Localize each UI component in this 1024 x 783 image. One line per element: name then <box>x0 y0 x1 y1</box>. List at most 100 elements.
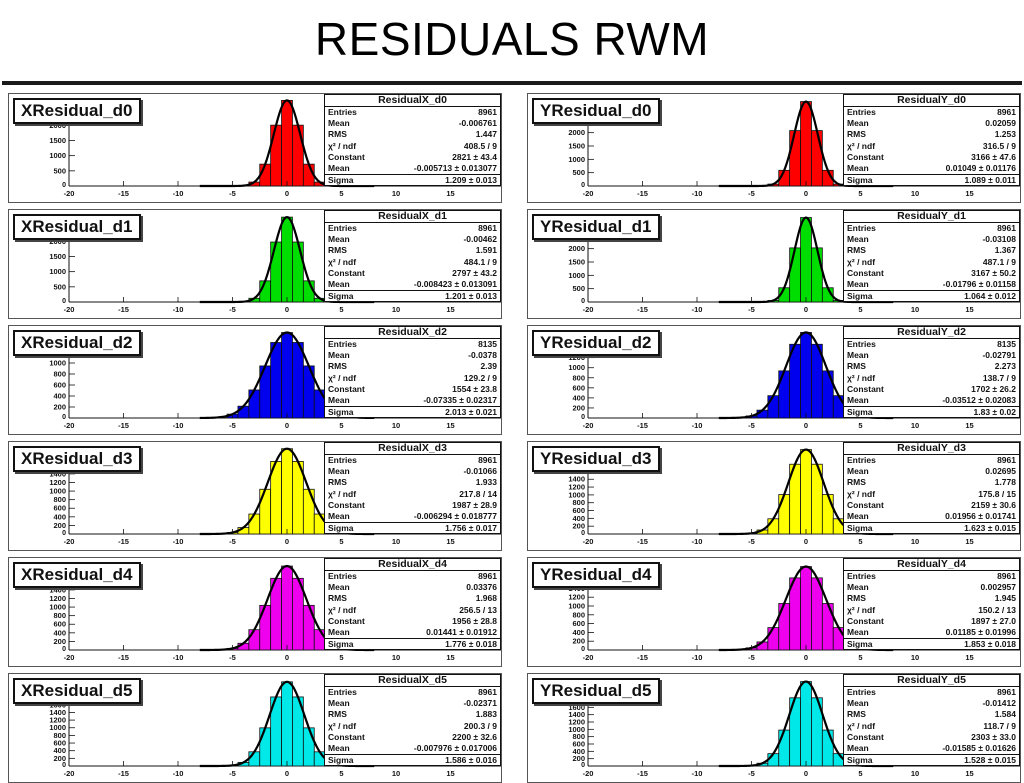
stats-label: RMS <box>328 593 347 604</box>
stats-label: Entries <box>847 339 876 350</box>
histogram-name: YResidual_d0 <box>532 98 660 124</box>
stats-row: Mean-0.00462 <box>325 234 500 245</box>
stats-label: RMS <box>328 129 347 140</box>
y-tick-label: 1200 <box>49 594 66 603</box>
y-tick-label: 200 <box>53 521 66 530</box>
y-tick-label: 1000 <box>49 151 66 160</box>
stats-label: Sigma <box>328 639 354 650</box>
histogram-name: YResidual_d2 <box>532 330 660 356</box>
stats-value: 3167 ± 50.2 <box>971 268 1016 279</box>
x-tick-label: 0 <box>804 653 808 662</box>
stats-label: Mean <box>328 395 350 406</box>
stats-value: 2.013 ± 0.021 <box>445 407 497 418</box>
y-tick-label: 800 <box>572 373 585 382</box>
x-tick-label: -20 <box>583 653 594 662</box>
stats-row: Mean-0.006294 ± 0.018777 <box>325 511 500 522</box>
histogram-name: YResidual_d4 <box>532 562 660 588</box>
y-tick-label: 200 <box>53 637 66 646</box>
x-tick-label: 10 <box>911 189 919 198</box>
x-tick-label: -15 <box>118 305 129 314</box>
x-tick-label: -5 <box>748 421 755 430</box>
stats-row: Mean-0.03512 ± 0.02083 <box>844 395 1019 406</box>
histogram-bar <box>811 131 822 186</box>
stats-value: 1.853 ± 0.018 <box>964 639 1016 650</box>
x-tick-label: 15 <box>965 537 973 546</box>
x-tick-label: 0 <box>285 421 289 430</box>
x-tick-label: 5 <box>858 421 862 430</box>
stats-row: Mean-0.006761 <box>325 118 500 129</box>
x-tick-label: -10 <box>173 537 184 546</box>
stats-row: Mean-0.01585 ± 0.01626 <box>844 743 1019 754</box>
slide-title: RESIDUALS RWM <box>0 12 1024 66</box>
histogram-bar <box>271 125 282 186</box>
x-tick-label: -15 <box>118 537 129 546</box>
y-tick-label: 400 <box>572 514 585 523</box>
stats-label: Mean <box>328 627 350 638</box>
x-tick-label: -15 <box>118 653 129 662</box>
histogram-bar <box>282 217 293 302</box>
stats-value: 175.8 / 15 <box>978 489 1016 500</box>
stats-value: 8961 <box>478 223 497 234</box>
histogram-bar <box>822 495 833 534</box>
stats-label: Constant <box>847 268 884 279</box>
x-tick-label: -5 <box>229 653 236 662</box>
x-tick-label: 0 <box>285 189 289 198</box>
y-tick-label: 200 <box>53 403 66 412</box>
x-tick-label: -10 <box>173 305 184 314</box>
y-tick-label: 400 <box>53 628 66 637</box>
x-tick-label: 20 <box>1020 653 1021 662</box>
stats-label: RMS <box>328 709 347 720</box>
x-tick-label: -15 <box>637 305 648 314</box>
histogram-bar <box>260 728 271 766</box>
histogram-panel: 200400600800100012001400160018000-20-15-… <box>8 673 502 783</box>
stats-row: Constant 3166 ± 47.6 <box>844 152 1019 163</box>
y-tick-label: 1000 <box>49 267 66 276</box>
stats-row: Mean-0.008423 ± 0.013091 <box>325 279 500 290</box>
y-tick-label: 600 <box>572 619 585 628</box>
x-tick-label: 10 <box>392 537 400 546</box>
stats-label: RMS <box>328 245 347 256</box>
stats-label: RMS <box>847 245 866 256</box>
stats-value: 8961 <box>997 687 1016 698</box>
stats-label: Sigma <box>328 523 354 534</box>
x-tick-label: 10 <box>911 305 919 314</box>
x-tick-label: 20 <box>1020 769 1021 778</box>
x-tick-label: 0 <box>285 537 289 546</box>
y-tick-label: 600 <box>572 383 585 392</box>
stats-label: Constant <box>847 152 884 163</box>
x-tick-label: 0 <box>804 305 808 314</box>
stats-value: -0.008423 ± 0.013091 <box>414 279 497 290</box>
x-tick-label: 10 <box>911 537 919 546</box>
x-tick-label: 20 <box>501 537 502 546</box>
stats-label: χ² / ndf <box>328 605 356 616</box>
y-tick-label: 600 <box>572 506 585 515</box>
stats-label: Sigma <box>328 175 354 186</box>
stats-value: 3166 ± 47.6 <box>971 152 1016 163</box>
stats-value: 150.2 / 13 <box>978 605 1016 616</box>
stats-label: χ² / ndf <box>847 373 875 384</box>
stats-row: Mean-0.01796 ± 0.01158 <box>844 279 1019 290</box>
stats-value: 2.39 <box>480 361 497 372</box>
stats-label: Sigma <box>328 291 354 302</box>
y-tick-label: 0 <box>62 530 66 537</box>
x-tick-label: -10 <box>692 653 703 662</box>
stats-row: Mean-0.007976 ± 0.017006 <box>325 743 500 754</box>
histogram-bar <box>801 567 812 650</box>
stats-value: 1.253 <box>995 129 1016 140</box>
y-tick-label: 0 <box>62 182 66 189</box>
stats-value: 1897 ± 27.0 <box>971 616 1016 627</box>
